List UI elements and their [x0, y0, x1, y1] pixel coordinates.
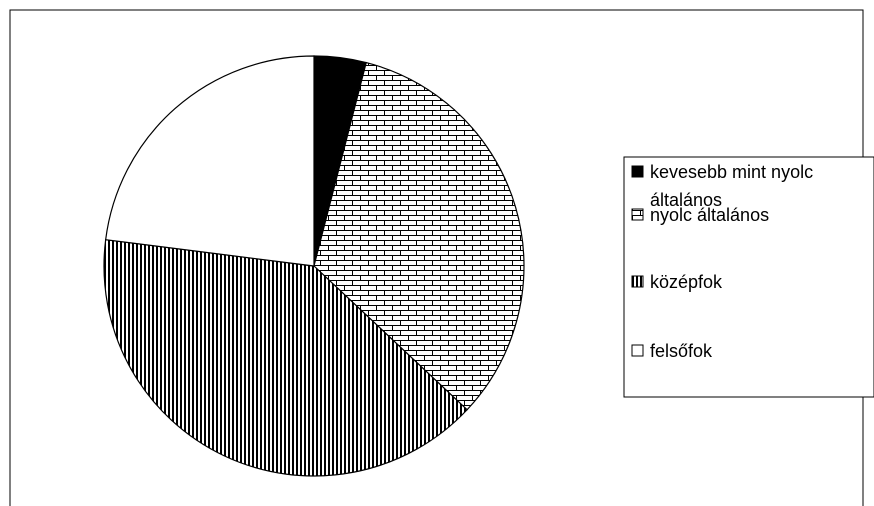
legend: kevesebb mint nyolc általános nyolc álta…	[623, 156, 874, 398]
legend-label-line: felsőfok	[650, 341, 713, 361]
legend-swatch-black	[631, 165, 644, 178]
legend-swatch-vlines	[631, 275, 644, 288]
legend-swatch-brick	[631, 208, 644, 221]
legend-label-line: általános	[650, 190, 722, 210]
legend-label-line: kevesebb mint nyolc	[650, 162, 813, 182]
legend-label-line: nyolc általános	[650, 205, 769, 225]
pie-slices	[103, 55, 525, 477]
pie-slice-4	[104, 55, 315, 267]
legend-label-line: középfok	[650, 272, 723, 292]
pie-slice-3	[103, 239, 468, 477]
pie-slice-2	[313, 61, 525, 411]
legend-box	[623, 156, 874, 398]
legend-swatch-white	[631, 344, 644, 357]
